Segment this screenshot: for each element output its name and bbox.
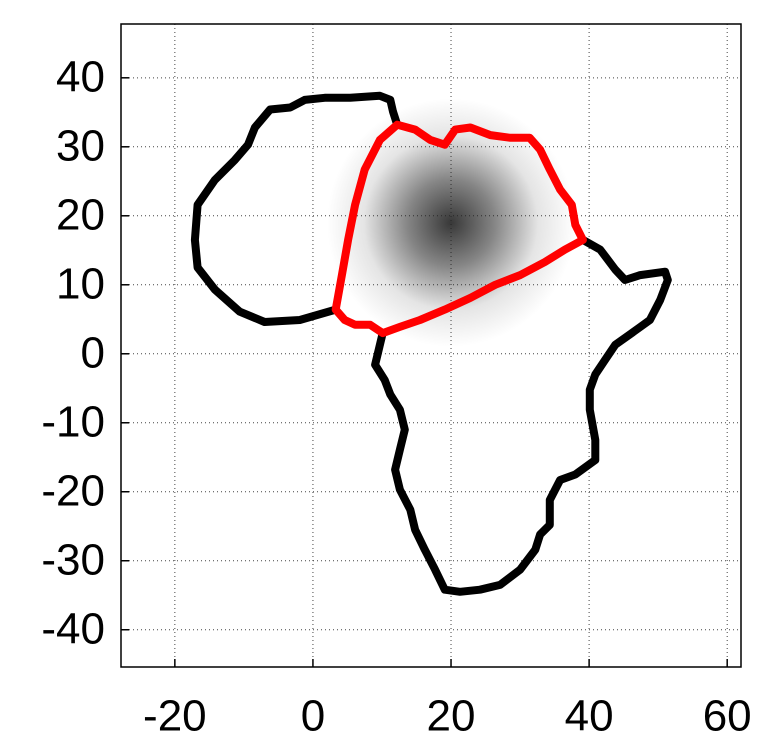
- x-tick-label: 0: [301, 692, 325, 741]
- x-tick-label: 20: [427, 692, 476, 741]
- y-tick-label: 0: [81, 328, 105, 377]
- outline: [371, 235, 672, 596]
- outline: [331, 120, 587, 338]
- y-tick-label: -30: [41, 535, 105, 584]
- y-tick-label: -10: [41, 397, 105, 446]
- y-tick-label: 40: [56, 52, 105, 101]
- tick-labels: -20 0 20 40 60 -40 -30 -20 -10 0 10 20 30 40: [41, 52, 751, 740]
- x-tick-label: 60: [703, 692, 752, 741]
- grid: [121, 24, 741, 667]
- y-tick-label: -40: [41, 604, 105, 653]
- x-tick-label: 40: [565, 692, 614, 741]
- y-tick-label: 30: [56, 121, 105, 170]
- x-tick-label: -20: [143, 692, 207, 741]
- density-blob: [326, 98, 576, 347]
- y-tick-label: 20: [56, 190, 105, 239]
- marks: [190, 91, 672, 596]
- y-tick-label: -20: [41, 466, 105, 515]
- plot-frame: [120, 23, 742, 668]
- outline: [190, 91, 402, 326]
- y-tick-label: 10: [56, 259, 105, 308]
